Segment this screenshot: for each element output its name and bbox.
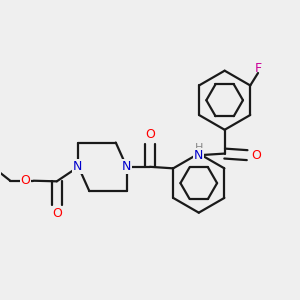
Text: F: F	[254, 62, 262, 75]
Text: O: O	[20, 174, 30, 187]
Text: N: N	[122, 160, 131, 173]
Text: O: O	[145, 128, 155, 141]
Text: O: O	[52, 207, 62, 220]
Text: O: O	[251, 148, 261, 162]
Text: N: N	[73, 160, 82, 173]
Text: N: N	[194, 148, 203, 162]
Text: H: H	[195, 143, 203, 153]
